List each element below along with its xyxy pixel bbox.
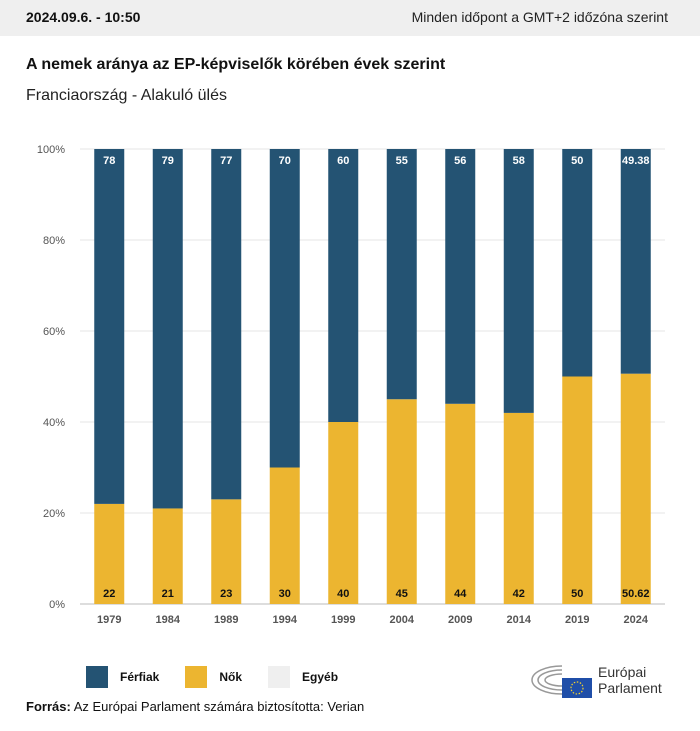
x-tick-label: 2004 [390, 614, 415, 626]
data-label: 50 [571, 588, 583, 600]
bar-férfiak [328, 149, 359, 422]
data-label: 21 [162, 588, 174, 600]
timezone-note: Minden időpont a GMT+2 időzóna szerint [411, 9, 668, 25]
data-label: 50.62 [622, 588, 650, 600]
data-label: 60 [337, 155, 349, 167]
bar-férfiak [445, 149, 476, 404]
data-label: 22 [103, 588, 115, 600]
data-label: 50 [571, 155, 583, 167]
legend-swatch [268, 666, 291, 688]
chart-title: A nemek aránya az EP-képviselők körében … [26, 56, 446, 73]
legend-swatch [185, 666, 208, 688]
data-label: 45 [396, 588, 408, 600]
chart-subtitle: Franciaország - Alakuló ülés [26, 87, 227, 104]
legend: Férfiak Nők Egyéb [86, 666, 364, 688]
bar-férfiak [620, 149, 651, 374]
data-label: 56 [454, 155, 466, 167]
timestamp: 2024.09.6. - 10:50 [26, 9, 141, 25]
logo-text-line2: Parlament [598, 680, 662, 696]
source-note: Forrás: Az Európai Parlament számára biz… [26, 699, 364, 714]
bar-férfiak [211, 149, 242, 500]
data-label: 23 [220, 588, 232, 600]
data-label: 40 [337, 588, 349, 600]
data-label: 44 [454, 588, 467, 600]
source-text: Az Európai Parlament számára biztosított… [73, 699, 365, 714]
legend-label: Férfiak [120, 670, 160, 684]
bar-nők [620, 373, 651, 604]
european-parliament-logo: Európai Parlament [528, 660, 662, 700]
data-label: 55 [396, 155, 408, 167]
x-tick-label: 1984 [156, 614, 181, 626]
x-tick-label: 2019 [565, 614, 589, 626]
legend-item-ferfiak: Férfiak [86, 666, 159, 688]
y-tick-label: 60% [43, 326, 65, 338]
data-label: 79 [162, 155, 174, 167]
bar-nők [152, 508, 183, 604]
bar-férfiak [94, 149, 125, 504]
legend-swatch [86, 666, 108, 688]
data-label: 58 [513, 155, 525, 167]
bar-nők [269, 467, 300, 604]
data-label: 78 [103, 155, 115, 167]
y-tick-label: 20% [43, 508, 65, 520]
y-tick-label: 100% [37, 144, 65, 156]
bar-nők [445, 403, 476, 604]
data-label: 42 [513, 588, 525, 600]
bar-nők [386, 399, 417, 604]
x-tick-label: 1979 [97, 614, 121, 626]
bar-nők [94, 503, 125, 604]
y-tick-label: 80% [43, 235, 65, 247]
top-bar: 2024.09.6. - 10:50 Minden időpont a GMT+… [0, 0, 700, 36]
logo-text-line1: Európai [598, 664, 647, 680]
x-tick-label: 2014 [507, 614, 532, 626]
stacked-bar-chart: 0% 20% 40% 60% 80% 100% 22 78 1979 21 79 1984 23 77 19… [37, 144, 665, 626]
bar-nők [503, 412, 534, 604]
y-tick-label: 40% [43, 417, 65, 429]
x-tick-label: 1989 [214, 614, 238, 626]
data-label: 30 [279, 588, 291, 600]
bar-férfiak [152, 149, 183, 509]
bar-férfiak [386, 149, 417, 400]
bar-férfiak [503, 149, 534, 413]
bar-nők [328, 422, 359, 604]
x-tick-label: 1999 [331, 614, 355, 626]
legend-label: Nők [219, 670, 243, 684]
bar-férfiak [562, 149, 593, 377]
bar-nők [562, 376, 593, 604]
data-label: 70 [279, 155, 291, 167]
x-tick-label: 2024 [624, 614, 649, 626]
data-label: 77 [220, 155, 232, 167]
data-label: 49.38 [622, 155, 650, 167]
bar-nők [211, 499, 242, 604]
x-tick-label: 2009 [448, 614, 472, 626]
legend-label: Egyéb [302, 670, 339, 684]
bar-férfiak [269, 149, 300, 468]
parliament-hemicycle-icon [531, 665, 592, 698]
source-label: Forrás: [26, 699, 71, 714]
x-tick-label: 1994 [273, 614, 298, 626]
legend-item-egyeb: Egyéb [268, 666, 338, 688]
y-tick-label: 0% [49, 599, 65, 611]
legend-item-nok: Nők [185, 666, 242, 688]
